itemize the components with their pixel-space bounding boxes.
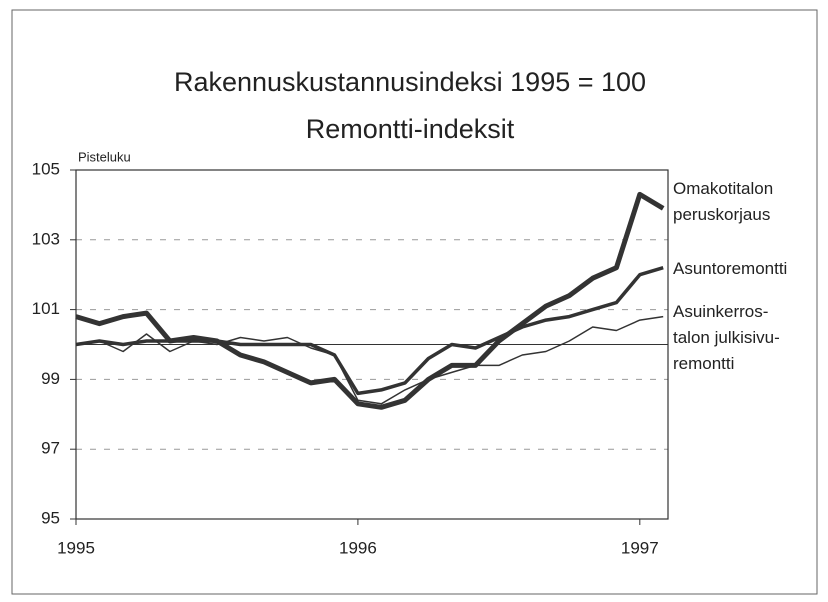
series-label-line: Omakotitalon [673, 179, 773, 198]
chart-subtitle: Remontti-indeksit [306, 114, 515, 144]
x-tick-label: 1996 [339, 538, 377, 557]
series-label-line: peruskorjaus [673, 205, 770, 224]
y-tick-label: 103 [32, 229, 60, 248]
series-line [75, 266, 664, 396]
y-tick-label: 101 [32, 299, 60, 318]
series-label-line: Asuntoremontti [673, 259, 787, 278]
y-tick-label: 95 [41, 508, 60, 527]
series-label: Asuntoremontti [673, 259, 787, 278]
series-label-line: remontti [673, 354, 734, 373]
y-axis-label: Pisteluku [78, 149, 131, 164]
y-tick-label: 105 [32, 159, 60, 178]
series-line [75, 315, 664, 405]
x-tick-label: 1997 [621, 538, 659, 557]
y-tick-label: 99 [41, 369, 60, 388]
x-tick-label: 1995 [57, 538, 95, 557]
series-label: Asuinkerros-talon julkisivu-remontti [673, 302, 780, 373]
series-label: Omakotitalon peruskorjaus [673, 179, 773, 224]
chart-title: Rakennuskustannusindeksi 1995 = 100 [174, 67, 646, 97]
frame [11, 9, 818, 595]
series-line [75, 191, 665, 410]
series-label-line: talon julkisivu- [673, 328, 780, 347]
y-tick-label: 97 [41, 439, 60, 458]
series-label-line: Asuinkerros- [673, 302, 768, 321]
